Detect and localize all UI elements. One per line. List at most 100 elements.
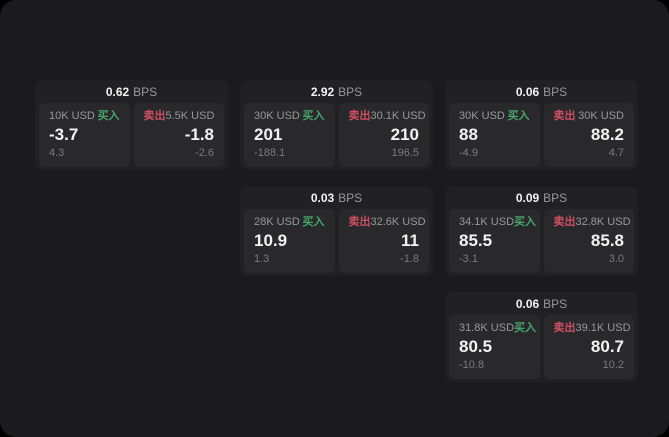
- buy-price-value: 10.9: [254, 231, 288, 250]
- buy-sub-value: -188.1: [254, 147, 286, 159]
- buy-amount-label: 28K USD: [254, 216, 300, 228]
- quote-card: 0.06 BPS 30K USD 买入 88 -4.9 卖出 30K USD 8…: [445, 80, 638, 170]
- sell-amount-label: 30.1K USD: [370, 110, 426, 122]
- sell-quote-panel[interactable]: 卖出 32.6K USD 11 -1.8: [338, 209, 429, 273]
- buy-price-value: 85.5: [459, 231, 493, 250]
- buy-price-value: 80.5: [459, 337, 493, 356]
- sell-sub-value: 10.2: [602, 359, 624, 371]
- buy-amount-label: 30K USD: [459, 110, 505, 122]
- bps-header: 2.92 BPS: [240, 80, 433, 103]
- sell-quote-panel[interactable]: 卖出 30.1K USD 210 196.5: [338, 103, 429, 167]
- sell-panel-header: 卖出 5.5K USD: [144, 110, 215, 123]
- bps-unit-label: BPS: [338, 190, 363, 205]
- buy-panel-header: 30K USD 买入: [459, 110, 530, 123]
- sell-quote-panel[interactable]: 卖出 5.5K USD -1.8 -2.6: [133, 103, 224, 167]
- quote-panels: 31.8K USD 买入 80.5 -10.8 卖出 39.1K USD 80.…: [445, 315, 638, 382]
- sell-sub-value: 196.5: [391, 147, 419, 159]
- sell-amount-label: 39.1K USD: [575, 322, 631, 334]
- quote-panels: 30K USD 买入 88 -4.9 卖出 30K USD 88.2 4.7: [445, 103, 638, 170]
- sell-amount-label: 32.8K USD: [575, 216, 631, 228]
- bps-value: 0.62: [105, 84, 130, 99]
- quote-card: 0.09 BPS 34.1K USD 买入 85.5 -3.1 卖出 32.8K…: [445, 186, 638, 276]
- sell-amount-label: 5.5K USD: [165, 110, 215, 122]
- sell-sub-value: -1.8: [400, 253, 419, 265]
- bps-header: 0.03 BPS: [240, 186, 433, 209]
- bps-unit-label: BPS: [338, 84, 363, 99]
- buy-amount-label: 10K USD: [49, 110, 95, 122]
- buy-sub-value: -10.8: [459, 359, 485, 371]
- buy-amount-label: 31.8K USD: [459, 322, 515, 334]
- bps-unit-label: BPS: [543, 84, 568, 99]
- sell-panel-header: 卖出 30K USD: [554, 110, 625, 123]
- buy-price-value: 88: [459, 125, 478, 144]
- sell-label: 卖出: [553, 110, 576, 122]
- buy-label: 买入: [514, 322, 537, 334]
- sell-label: 卖出: [143, 110, 166, 122]
- buy-panel-header: 31.8K USD 买入: [459, 322, 536, 335]
- sell-panel-header: 卖出 32.8K USD: [553, 216, 631, 229]
- sell-label: 卖出: [553, 322, 576, 334]
- sell-price-value: 88.2: [590, 125, 624, 144]
- sell-panel-header: 卖出 30.1K USD: [348, 110, 426, 123]
- buy-quote-panel[interactable]: 28K USD 买入 10.9 1.3: [244, 209, 335, 273]
- quote-panels: 30K USD 买入 201 -188.1 卖出 30.1K USD 210 1…: [240, 103, 433, 170]
- buy-quote-panel[interactable]: 10K USD 买入 -3.7 4.3: [39, 103, 130, 167]
- sell-sub-value: -2.6: [195, 147, 214, 159]
- buy-label: 买入: [97, 110, 120, 122]
- buy-quote-panel[interactable]: 31.8K USD 买入 80.5 -10.8: [449, 315, 540, 379]
- sell-label: 卖出: [348, 110, 371, 122]
- sell-amount-label: 30K USD: [578, 110, 624, 122]
- buy-sub-value: -4.9: [459, 147, 478, 159]
- buy-panel-header: 28K USD 买入: [254, 216, 325, 229]
- bps-value: 0.06: [515, 84, 540, 99]
- sell-panel-header: 卖出 39.1K USD: [553, 322, 631, 335]
- bps-unit-label: BPS: [543, 190, 568, 205]
- bps-unit-label: BPS: [543, 296, 568, 311]
- sell-quote-panel[interactable]: 卖出 39.1K USD 80.7 10.2: [543, 315, 634, 379]
- bps-value: 0.06: [515, 296, 540, 311]
- buy-sub-value: -3.1: [459, 253, 478, 265]
- buy-sub-value: 1.3: [254, 253, 270, 265]
- quote-card: 0.03 BPS 28K USD 买入 10.9 1.3 卖出 32.6K US…: [240, 186, 433, 276]
- sell-amount-label: 32.6K USD: [370, 216, 426, 228]
- quote-card: 2.92 BPS 30K USD 买入 201 -188.1 卖出 30.1K …: [240, 80, 433, 170]
- buy-price-value: 201: [254, 125, 283, 144]
- bps-header: 0.06 BPS: [445, 292, 638, 315]
- buy-label: 买入: [507, 110, 530, 122]
- buy-amount-label: 30K USD: [254, 110, 300, 122]
- buy-quote-panel[interactable]: 30K USD 买入 88 -4.9: [449, 103, 540, 167]
- bps-header: 0.09 BPS: [445, 186, 638, 209]
- buy-price-value: -3.7: [49, 125, 79, 144]
- sell-panel-header: 卖出 32.6K USD: [348, 216, 426, 229]
- bps-value: 0.03: [310, 190, 335, 205]
- sell-price-value: 80.7: [590, 337, 624, 356]
- buy-label: 买入: [302, 110, 325, 122]
- sell-quote-panel[interactable]: 卖出 32.8K USD 85.8 3.0: [543, 209, 634, 273]
- quote-card: 0.62 BPS 10K USD 买入 -3.7 4.3 卖出 5.5K USD…: [35, 80, 228, 170]
- bps-unit-label: BPS: [133, 84, 158, 99]
- buy-label: 买入: [514, 216, 537, 228]
- bps-value: 0.09: [515, 190, 540, 205]
- quote-grid: 0.62 BPS 10K USD 买入 -3.7 4.3 卖出 5.5K USD…: [35, 80, 638, 382]
- buy-amount-label: 34.1K USD: [459, 216, 515, 228]
- buy-panel-header: 10K USD 买入: [49, 110, 120, 123]
- sell-quote-panel[interactable]: 卖出 30K USD 88.2 4.7: [543, 103, 634, 167]
- buy-quote-panel[interactable]: 30K USD 买入 201 -188.1: [244, 103, 335, 167]
- buy-panel-header: 34.1K USD 买入: [459, 216, 536, 229]
- sell-price-value: 85.8: [590, 231, 624, 250]
- sell-sub-value: 3.0: [608, 253, 624, 265]
- bps-header: 0.06 BPS: [445, 80, 638, 103]
- quote-card: 0.06 BPS 31.8K USD 买入 80.5 -10.8 卖出 39.1…: [445, 292, 638, 382]
- sell-label: 卖出: [553, 216, 576, 228]
- buy-panel-header: 30K USD 买入: [254, 110, 325, 123]
- buy-quote-panel[interactable]: 34.1K USD 买入 85.5 -3.1: [449, 209, 540, 273]
- bps-value: 2.92: [310, 84, 335, 99]
- quote-panels: 10K USD 买入 -3.7 4.3 卖出 5.5K USD -1.8 -2.…: [35, 103, 228, 170]
- buy-label: 买入: [302, 216, 325, 228]
- sell-price-value: 11: [401, 231, 419, 250]
- quote-panels: 34.1K USD 买入 85.5 -3.1 卖出 32.8K USD 85.8…: [445, 209, 638, 276]
- sell-price-value: -1.8: [184, 125, 214, 144]
- buy-sub-value: 4.3: [49, 147, 65, 159]
- sell-label: 卖出: [348, 216, 371, 228]
